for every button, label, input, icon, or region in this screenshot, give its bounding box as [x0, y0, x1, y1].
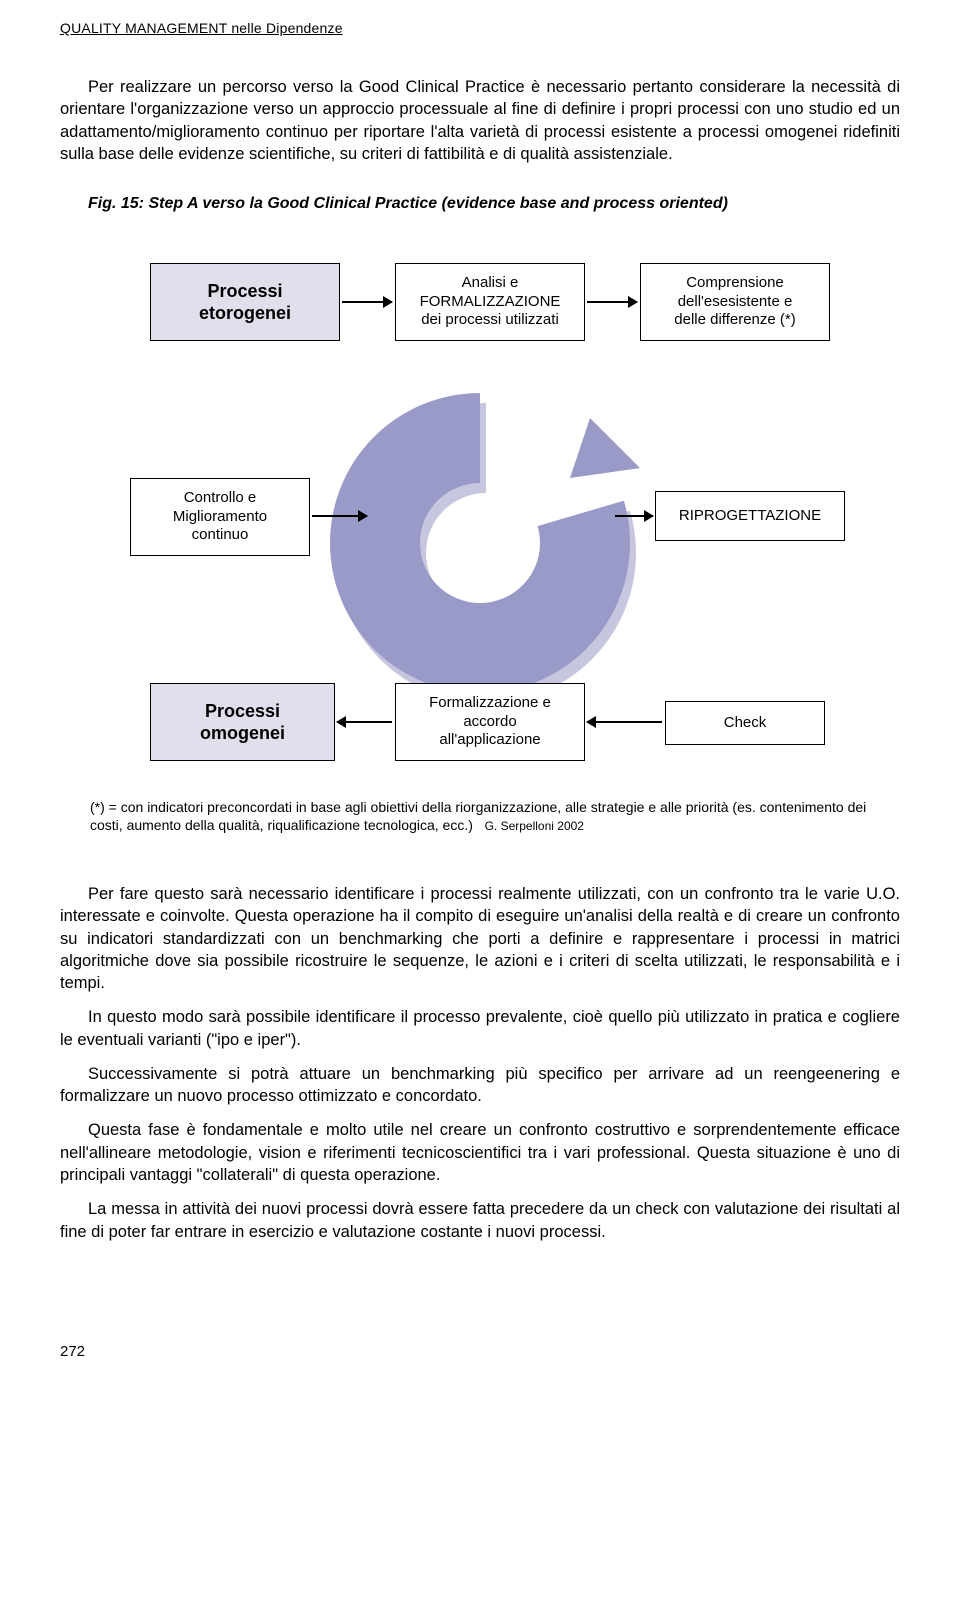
node-label: accordo — [463, 713, 516, 732]
node-formalizzazione-accordo: Formalizzazione e accordo all'applicazio… — [395, 683, 585, 761]
paragraph-2: Per fare questo sarà necessario identifi… — [60, 883, 900, 994]
node-label: Check — [724, 714, 767, 733]
node-controllo-miglioramento: Controllo e Miglioramento continuo — [130, 478, 310, 556]
node-label: dei processi utilizzati — [421, 311, 559, 330]
footnote-text: (*) = con indicatori preconcordati in ba… — [90, 799, 866, 833]
node-label: continuo — [192, 526, 249, 545]
node-riprogettazione: RIPROGETTAZIONE — [655, 491, 845, 541]
node-analisi-formalizzazione: Analisi e FORMALIZZAZIONE dei processi u… — [395, 263, 585, 341]
figure-caption-lead: Fig. 15: Step A verso la Good Clinical P… — [88, 195, 442, 212]
node-label: Processi — [207, 280, 282, 303]
figure-footnote: (*) = con indicatori preconcordati in ba… — [90, 798, 870, 835]
node-label: omogenei — [200, 722, 285, 745]
node-label: Analisi e — [462, 274, 519, 293]
node-label: Formalizzazione e — [429, 694, 551, 713]
node-processi-eterogenei: Processi etorogenei — [150, 263, 340, 341]
running-header: QUALITY MANAGEMENT nelle Dipendenze — [60, 20, 900, 36]
figure-diagram: Processi etorogenei Analisi e FORMALIZZA… — [60, 243, 900, 863]
node-label: FORMALIZZAZIONE — [420, 293, 561, 312]
page-number: 272 — [60, 1343, 900, 1360]
arrow-icon — [337, 721, 392, 723]
node-label: etorogenei — [199, 302, 291, 325]
paragraph-6: La messa in attività dei nuovi processi … — [60, 1198, 900, 1243]
paragraph-3: In questo modo sarà possibile identifica… — [60, 1006, 900, 1051]
paragraph-4: Successivamente si potrà attuare un benc… — [60, 1063, 900, 1108]
node-label: Miglioramento — [173, 508, 267, 527]
arrow-icon — [342, 301, 392, 303]
node-label: Controllo e — [184, 489, 257, 508]
arrow-icon — [312, 515, 367, 517]
node-label: dell'esesistente e — [678, 293, 793, 312]
arrow-icon — [615, 515, 653, 517]
node-processi-omogenei: Processi omogenei — [150, 683, 335, 761]
paragraph-1: Per realizzare un percorso verso la Good… — [60, 76, 900, 165]
footnote-attribution: G. Serpelloni 2002 — [485, 819, 584, 833]
node-label: RIPROGETTAZIONE — [679, 507, 821, 526]
node-label: delle differenze (*) — [674, 311, 795, 330]
arrow-icon — [587, 721, 662, 723]
figure-caption: Fig. 15: Step A verso la Good Clinical P… — [60, 195, 900, 213]
node-check: Check — [665, 701, 825, 745]
paragraph-5: Questa fase è fondamentale e molto utile… — [60, 1119, 900, 1186]
node-label: Comprensione — [686, 274, 784, 293]
swirl-icon — [320, 383, 640, 703]
arrow-icon — [587, 301, 637, 303]
node-label: all'applicazione — [439, 731, 540, 750]
node-label: Processi — [205, 700, 280, 723]
node-comprensione: Comprensione dell'esesistente e delle di… — [640, 263, 830, 341]
figure-caption-tail: (evidence base and process oriented) — [442, 195, 728, 212]
page-container: QUALITY MANAGEMENT nelle Dipendenze Per … — [0, 0, 960, 1400]
